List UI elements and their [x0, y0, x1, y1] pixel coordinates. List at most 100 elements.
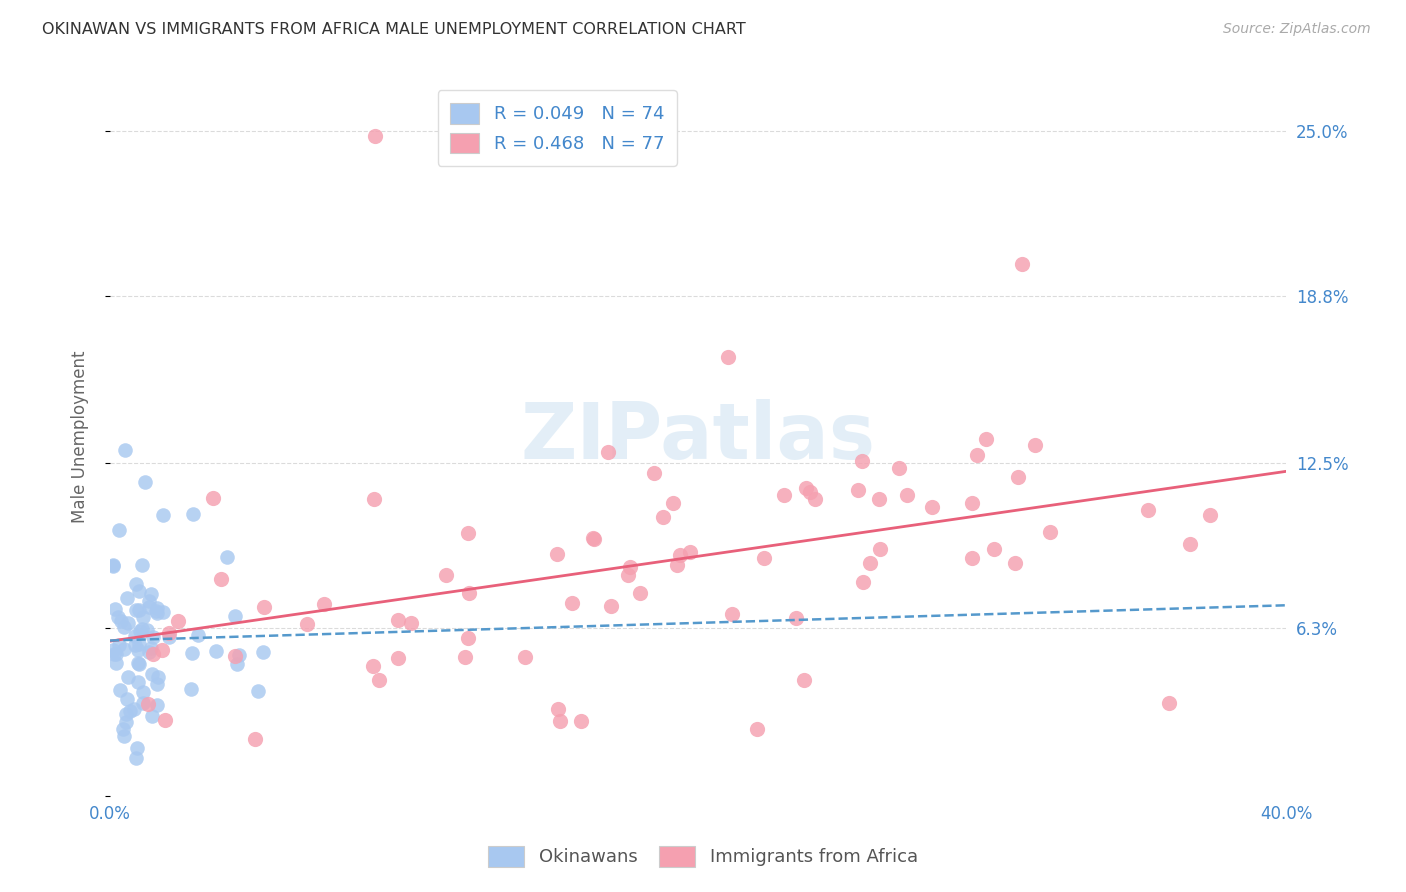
Point: [851, 454, 873, 468]
Point: [974, 433, 997, 447]
Point: [228, 648, 250, 663]
Point: [546, 547, 568, 561]
Point: [112, 723, 135, 737]
Point: [896, 488, 918, 502]
Point: [550, 714, 572, 729]
Point: [209, 572, 232, 586]
Point: [387, 651, 409, 665]
Point: [869, 541, 891, 556]
Point: [217, 550, 239, 565]
Point: [457, 526, 479, 541]
Point: [122, 702, 145, 716]
Point: [1007, 470, 1029, 484]
Point: [101, 558, 124, 573]
Point: [141, 641, 163, 656]
Point: [101, 643, 124, 657]
Point: [124, 629, 146, 643]
Text: Source: ZipAtlas.com: Source: ZipAtlas.com: [1223, 22, 1371, 37]
Point: [127, 674, 149, 689]
Point: [112, 620, 135, 634]
Point: [859, 557, 882, 571]
Point: [152, 508, 174, 522]
Point: [141, 587, 163, 601]
Point: [295, 617, 318, 632]
Point: [181, 646, 204, 660]
Point: [665, 558, 688, 572]
Point: [1199, 508, 1222, 522]
Point: [921, 500, 943, 515]
Point: [136, 623, 159, 637]
Point: [1136, 503, 1159, 517]
Point: [583, 533, 606, 547]
Point: [134, 475, 156, 489]
Point: [399, 616, 422, 631]
Point: [205, 644, 228, 658]
Point: [132, 684, 155, 698]
Point: [127, 656, 149, 670]
Point: [115, 591, 138, 605]
Point: [717, 350, 740, 364]
Point: [457, 586, 479, 600]
Point: [128, 584, 150, 599]
Point: [628, 586, 651, 600]
Point: [252, 645, 274, 659]
Point: [117, 616, 139, 631]
Point: [142, 630, 165, 644]
Point: [1024, 438, 1046, 452]
Point: [201, 491, 224, 505]
Point: [110, 614, 132, 628]
Point: [114, 714, 136, 729]
Point: [181, 507, 204, 521]
Point: [141, 709, 163, 723]
Point: [141, 666, 163, 681]
Point: [745, 723, 768, 737]
Point: [150, 642, 173, 657]
Text: ZIPatlas: ZIPatlas: [520, 399, 876, 475]
Point: [598, 445, 620, 459]
Point: [793, 673, 815, 687]
Point: [138, 600, 160, 615]
Point: [118, 704, 141, 718]
Point: [796, 481, 818, 495]
Point: [180, 681, 202, 696]
Point: [146, 606, 169, 620]
Point: [226, 657, 249, 672]
Point: [131, 558, 153, 572]
Point: [224, 648, 246, 663]
Point: [1004, 557, 1026, 571]
Point: [679, 545, 702, 559]
Point: [132, 609, 155, 624]
Point: [108, 523, 131, 537]
Legend: Okinawans, Immigrants from Africa: Okinawans, Immigrants from Africa: [479, 837, 927, 876]
Point: [146, 698, 169, 713]
Point: [115, 706, 138, 721]
Point: [142, 648, 165, 662]
Point: [146, 601, 169, 615]
Point: [364, 128, 387, 143]
Point: [128, 603, 150, 617]
Point: [117, 670, 139, 684]
Point: [387, 613, 409, 627]
Point: [868, 492, 890, 507]
Point: [104, 656, 127, 670]
Point: [582, 531, 605, 545]
Point: [966, 448, 988, 462]
Point: [852, 575, 875, 590]
Point: [561, 596, 583, 610]
Point: [108, 638, 131, 652]
Point: [138, 697, 160, 711]
Point: [1178, 537, 1201, 551]
Point: [152, 606, 174, 620]
Point: [107, 610, 129, 624]
Point: [138, 645, 160, 659]
Point: [224, 609, 246, 624]
Point: [124, 751, 146, 765]
Point: [114, 442, 136, 457]
Point: [547, 702, 569, 716]
Point: [125, 577, 148, 591]
Point: [569, 714, 592, 729]
Point: [125, 602, 148, 616]
Point: [157, 625, 180, 640]
Point: [887, 461, 910, 475]
Point: [662, 496, 685, 510]
